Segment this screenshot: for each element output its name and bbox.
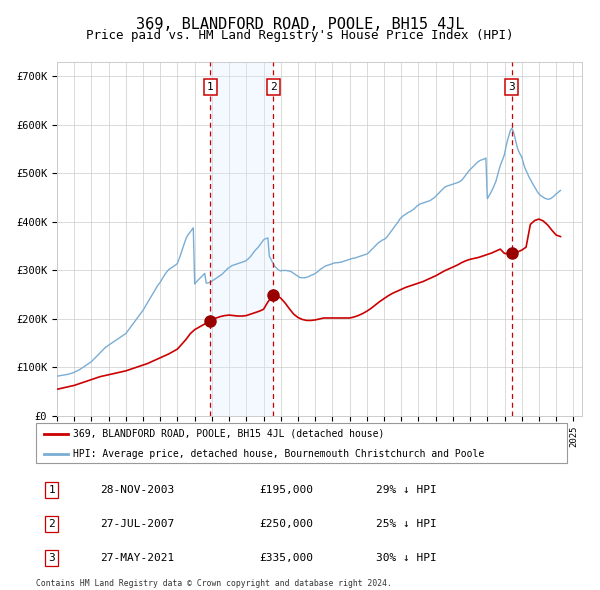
Text: 2: 2 [270,82,277,91]
Text: 369, BLANDFORD ROAD, POOLE, BH15 4JL (detached house): 369, BLANDFORD ROAD, POOLE, BH15 4JL (de… [73,429,385,439]
Text: 3: 3 [49,553,55,563]
Text: Contains HM Land Registry data © Crown copyright and database right 2024.
This d: Contains HM Land Registry data © Crown c… [36,579,392,590]
Text: £250,000: £250,000 [259,519,313,529]
Text: Price paid vs. HM Land Registry's House Price Index (HPI): Price paid vs. HM Land Registry's House … [86,30,514,42]
Text: 369, BLANDFORD ROAD, POOLE, BH15 4JL: 369, BLANDFORD ROAD, POOLE, BH15 4JL [136,17,464,31]
Text: 1: 1 [207,82,214,91]
Text: 27-JUL-2007: 27-JUL-2007 [100,519,174,529]
Text: HPI: Average price, detached house, Bournemouth Christchurch and Poole: HPI: Average price, detached house, Bour… [73,450,484,460]
Text: 25% ↓ HPI: 25% ↓ HPI [376,519,437,529]
Bar [211,62,274,416]
FancyBboxPatch shape [36,423,567,463]
Text: 27-MAY-2021: 27-MAY-2021 [100,553,174,563]
Text: 3: 3 [508,82,515,91]
Text: 30% ↓ HPI: 30% ↓ HPI [376,553,437,563]
Text: 2: 2 [49,519,55,529]
Text: 1: 1 [49,486,55,495]
Text: £335,000: £335,000 [259,553,313,563]
Text: £195,000: £195,000 [259,486,313,495]
Text: 28-NOV-2003: 28-NOV-2003 [100,486,174,495]
Text: 29% ↓ HPI: 29% ↓ HPI [376,486,437,495]
